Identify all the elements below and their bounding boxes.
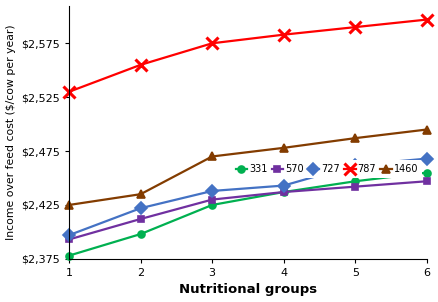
- 331: [281, 190, 286, 194]
- Line: 1460: 1460: [65, 125, 431, 209]
- Line: 331: 331: [66, 169, 431, 259]
- 727: [353, 163, 358, 167]
- 1460: [424, 128, 430, 131]
- 570: [281, 190, 286, 194]
- 1460: [138, 192, 143, 196]
- 727: [281, 184, 286, 187]
- X-axis label: Nutritional groups: Nutritional groups: [179, 284, 317, 297]
- Legend: 331, 570, 727, 787, 1460: 331, 570, 727, 787, 1460: [232, 160, 422, 178]
- 727: [67, 233, 72, 237]
- Line: 570: 570: [66, 178, 431, 243]
- 1460: [281, 146, 286, 150]
- Line: 727: 727: [65, 154, 431, 239]
- 331: [67, 254, 72, 257]
- Line: 787: 787: [64, 14, 432, 97]
- 787: [209, 41, 215, 45]
- 570: [424, 179, 430, 183]
- 570: [67, 238, 72, 241]
- Y-axis label: Income over feed cost ($/cow per year): Income over feed cost ($/cow per year): [6, 24, 16, 240]
- 727: [138, 206, 143, 210]
- 331: [353, 179, 358, 183]
- 570: [138, 217, 143, 221]
- 1460: [209, 155, 215, 158]
- 331: [424, 171, 430, 175]
- 727: [209, 189, 215, 193]
- 787: [138, 63, 143, 67]
- 1460: [67, 203, 72, 207]
- 1460: [353, 136, 358, 140]
- 787: [353, 25, 358, 29]
- 787: [67, 90, 72, 94]
- 727: [424, 157, 430, 160]
- 787: [281, 33, 286, 37]
- 570: [209, 198, 215, 201]
- 331: [138, 232, 143, 236]
- 787: [424, 18, 430, 21]
- 331: [209, 203, 215, 207]
- 570: [353, 185, 358, 188]
